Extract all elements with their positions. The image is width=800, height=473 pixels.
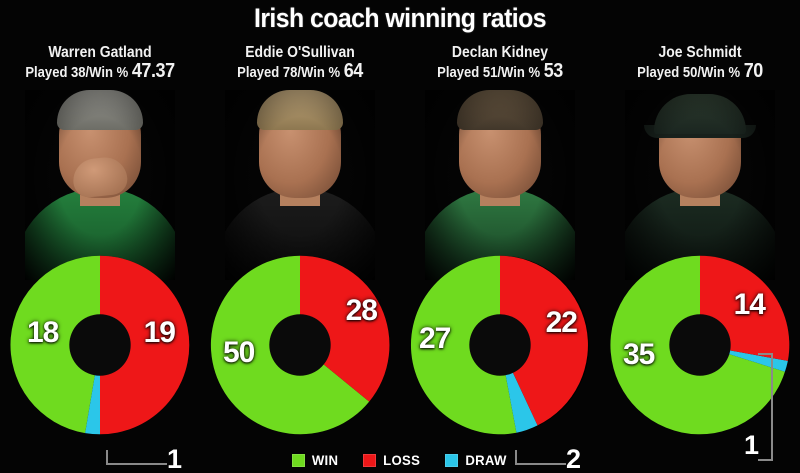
donut-slice-loss [300, 255, 390, 402]
donut-chart-joe-schmidt: 35 14 [607, 252, 793, 438]
coach-panels: Warren Gatland Played 38/Win % 47.37 [0, 44, 800, 473]
donut-svg [210, 255, 390, 435]
coach-photo-warren-gatland [25, 90, 175, 280]
coach-panel-declan-kidney: Declan Kidney Played 51/Win % 53 [400, 44, 600, 473]
coach-header: Eddie O'Sullivan Played 78/Win % 64 [210, 44, 390, 82]
coach-name: Warren Gatland [48, 44, 152, 61]
draw-callout-value: 1 [744, 430, 760, 460]
photo-vignette [625, 90, 775, 280]
legend-item-win: WIN [291, 452, 339, 468]
photo-vignette [225, 90, 375, 280]
coach-stats-prefix: Played 51/Win % [437, 65, 544, 81]
photo-vignette [25, 90, 175, 280]
donut-hole [669, 314, 731, 376]
coach-panel-joe-schmidt: Joe Schmidt Played 50/Win % 70 [600, 44, 800, 473]
donut-svg [10, 255, 190, 435]
donut-chart-eddie-osullivan: 50 28 [207, 252, 393, 438]
coach-panel-warren-gatland: Warren Gatland Played 38/Win % 47.37 [0, 44, 200, 473]
coach-header: Warren Gatland Played 38/Win % 47.37 [10, 44, 190, 82]
legend-swatch-loss-icon [362, 453, 376, 467]
coach-win-percentage: 64 [343, 60, 364, 82]
legend-label-win: WIN [311, 452, 339, 468]
coach-stats: Played 38/Win % 47.37 [10, 60, 190, 82]
coach-stats-prefix: Played 50/Win % [637, 65, 744, 81]
coach-win-percentage: 70 [743, 60, 764, 82]
coach-photo-joe-schmidt [625, 90, 775, 280]
donut-hole [69, 314, 131, 376]
page-title: Irish coach winning ratios [253, 3, 547, 33]
legend-label-draw: DRAW [465, 452, 507, 468]
coach-header: Joe Schmidt Played 50/Win % 70 [610, 44, 790, 82]
coach-photo-declan-kidney [425, 90, 575, 280]
draw-callout-value: 1 [167, 444, 183, 473]
draw-leader-line [106, 450, 167, 465]
coach-stats: Played 50/Win % 70 [610, 60, 790, 82]
donut-slice-win [410, 255, 517, 435]
coach-header: Declan Kidney Played 51/Win % 53 [410, 44, 590, 82]
donut-chart-warren-gatland: 18 19 [7, 252, 193, 438]
coach-name: Joe Schmidt [658, 44, 742, 61]
donut-slice-loss [500, 255, 588, 426]
legend-swatch-draw-icon [445, 453, 459, 467]
chart-legend: WIN LOSS DRAW [0, 452, 800, 468]
coach-panel-eddie-osullivan: Eddie O'Sullivan Played 78/Win % 64 [200, 44, 400, 473]
legend-swatch-win-icon [291, 453, 305, 467]
coach-stats-prefix: Played 78/Win % [237, 65, 344, 81]
legend-label-loss: LOSS [383, 452, 421, 468]
donut-hole [269, 314, 331, 376]
donut-slice-win [10, 255, 101, 434]
coach-win-percentage: 53 [543, 60, 564, 82]
coach-win-percentage: 47.37 [131, 60, 175, 82]
coach-name: Eddie O'Sullivan [245, 44, 355, 61]
donut-slice-loss [100, 255, 190, 435]
donut-chart-declan-kidney: 27 22 [407, 252, 593, 438]
coach-name: Declan Kidney [451, 44, 549, 61]
donut-svg [610, 255, 790, 435]
coach-stats-prefix: Played 38/Win % [25, 65, 132, 81]
donut-hole [469, 314, 531, 376]
draw-callout-value: 2 [566, 444, 582, 473]
photo-vignette [425, 90, 575, 280]
coach-stats: Played 78/Win % 64 [210, 60, 390, 82]
draw-leader-line [758, 353, 773, 461]
coach-stats: Played 51/Win % 53 [410, 60, 590, 82]
legend-item-draw: DRAW [445, 452, 508, 468]
draw-leader-line [515, 450, 566, 465]
legend-item-loss: LOSS [362, 452, 421, 468]
donut-svg [410, 255, 590, 435]
